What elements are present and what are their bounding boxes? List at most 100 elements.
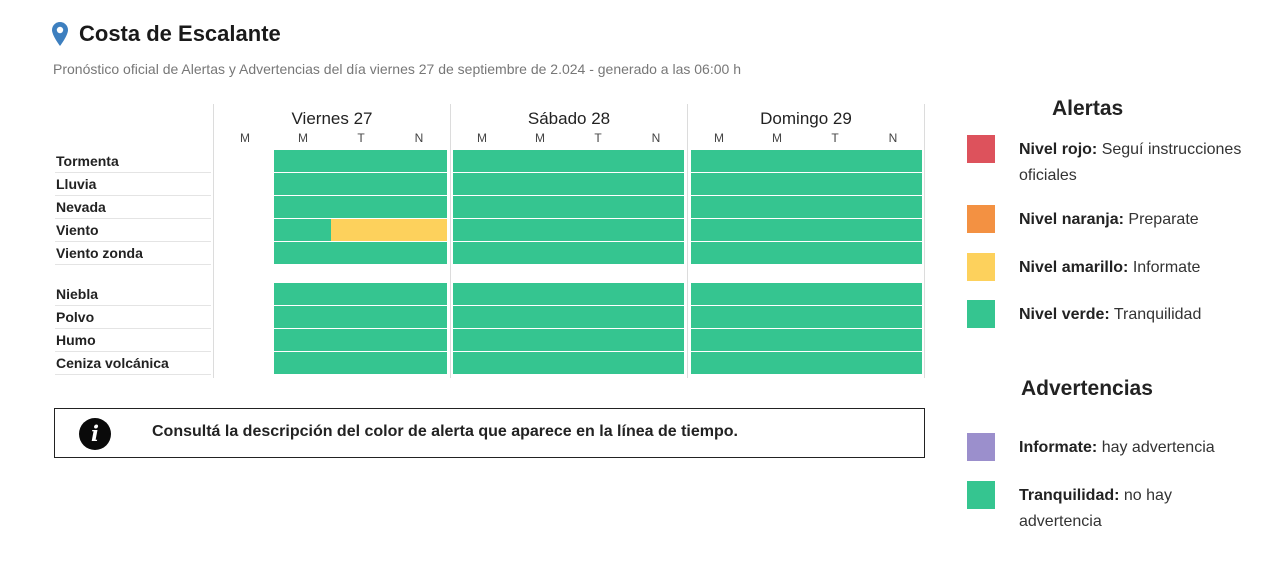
day-divider	[687, 104, 688, 378]
page-subtitle: Pronóstico oficial de Alertas y Adverten…	[53, 61, 741, 77]
level-cell-verde	[864, 283, 922, 305]
legend-text: Tranquilidad: no hay advertencia	[1019, 483, 1257, 535]
level-cell-verde	[568, 352, 626, 374]
color-swatch	[967, 135, 995, 163]
location-pin-icon	[52, 22, 68, 46]
level-cell-verde	[691, 242, 748, 264]
level-cell-verde	[864, 196, 922, 218]
level-cell-verde	[389, 173, 447, 195]
level-cell-verde	[274, 283, 331, 305]
alert-timeline: Viernes 27 M M T N Sábado 28 M M T N Domingo 29 M M T…	[0, 0, 930, 380]
level-cell-verde	[691, 150, 748, 172]
level-cell-verde	[274, 306, 331, 328]
hazard-label: Tormenta	[56, 153, 119, 169]
level-cell-verde	[626, 242, 684, 264]
legend-level-name: Tranquilidad:	[1019, 487, 1120, 504]
row-separator	[55, 305, 211, 306]
level-cell-verde	[453, 329, 510, 351]
level-cell-verde	[274, 173, 331, 195]
level-cell-verde	[453, 219, 510, 241]
level-cell-verde	[748, 352, 806, 374]
level-cell-verde	[864, 242, 922, 264]
level-cell-verde	[274, 242, 331, 264]
legend-alertas-title: Alertas	[1052, 97, 1124, 120]
level-cell-verde	[806, 242, 864, 264]
level-cell-verde	[331, 329, 389, 351]
level-cell-verde	[331, 283, 389, 305]
level-cell-verde	[864, 150, 922, 172]
level-cell-verde	[510, 242, 568, 264]
level-cell-verde	[510, 283, 568, 305]
level-cell-verde	[691, 219, 748, 241]
row-separator	[55, 172, 211, 173]
level-cell-verde	[274, 219, 331, 241]
row-separator	[55, 374, 211, 375]
level-cell-verde	[806, 150, 864, 172]
level-cell-verde	[626, 196, 684, 218]
level-cell-verde	[510, 219, 568, 241]
day-label: Viernes 27	[291, 109, 373, 128]
day-label: Domingo 29	[760, 109, 852, 128]
legend-text: Nivel amarillo: Informate	[1019, 255, 1257, 281]
info-notice: i Consultá la descripción del color de a…	[54, 408, 925, 458]
level-cell-verde	[568, 219, 626, 241]
legend-level-desc: Preparate	[1128, 211, 1199, 228]
info-text: Consultá la descripción del color de ale…	[152, 423, 738, 440]
color-swatch	[967, 300, 995, 328]
level-cell-verde	[331, 173, 389, 195]
level-cell-verde	[691, 283, 748, 305]
slot-label: T	[831, 131, 839, 145]
level-cell-verde	[453, 352, 510, 374]
level-cell-verde	[389, 196, 447, 218]
level-cell-verde	[389, 306, 447, 328]
level-cell-verde	[453, 150, 510, 172]
level-cell-verde	[748, 196, 806, 218]
level-cell-verde	[748, 150, 806, 172]
level-cell-verde	[510, 196, 568, 218]
level-cell-verde	[691, 173, 748, 195]
level-cell-verde	[626, 352, 684, 374]
level-cell-verde	[453, 283, 510, 305]
level-cell-verde	[568, 329, 626, 351]
level-cell-verde	[453, 306, 510, 328]
info-icon: i	[79, 418, 111, 450]
level-cell-verde	[691, 306, 748, 328]
level-cell-verde	[331, 352, 389, 374]
legend-advertencias-title: Advertencias	[1021, 377, 1153, 400]
level-cell-verde	[864, 352, 922, 374]
hazard-label: Viento	[56, 222, 99, 238]
row-separator	[55, 264, 211, 265]
level-cell-amarillo	[331, 219, 389, 241]
legend-level-desc: Informate	[1132, 259, 1201, 276]
level-cell-verde	[864, 306, 922, 328]
level-cell-verde	[691, 329, 748, 351]
row-separator	[55, 241, 211, 242]
level-cell-verde	[331, 242, 389, 264]
level-cell-verde	[274, 150, 331, 172]
legend-level-name: Nivel rojo:	[1019, 141, 1098, 158]
level-cell-verde	[626, 283, 684, 305]
slot-label: M	[240, 131, 250, 145]
level-cell-verde	[453, 242, 510, 264]
day-divider	[924, 104, 925, 378]
color-swatch	[967, 205, 995, 233]
level-cell-verde	[389, 283, 447, 305]
row-separator	[55, 328, 211, 329]
level-cell-verde	[748, 329, 806, 351]
legend-text: Informate: hay advertencia	[1019, 435, 1257, 461]
slot-label: M	[714, 131, 724, 145]
level-cell-verde	[568, 150, 626, 172]
level-cell-verde	[274, 196, 331, 218]
day-divider	[213, 104, 214, 378]
legend-level-name: Nivel naranja:	[1019, 211, 1124, 228]
level-cell-verde	[806, 283, 864, 305]
legend-level-name: Nivel amarillo:	[1019, 259, 1129, 276]
level-cell-verde	[626, 173, 684, 195]
level-cell-verde	[389, 242, 447, 264]
level-cell-verde	[864, 173, 922, 195]
slot-label: M	[535, 131, 545, 145]
level-cell-verde	[806, 306, 864, 328]
level-cell-verde	[806, 352, 864, 374]
level-cell-verde	[806, 196, 864, 218]
level-cell-verde	[748, 242, 806, 264]
